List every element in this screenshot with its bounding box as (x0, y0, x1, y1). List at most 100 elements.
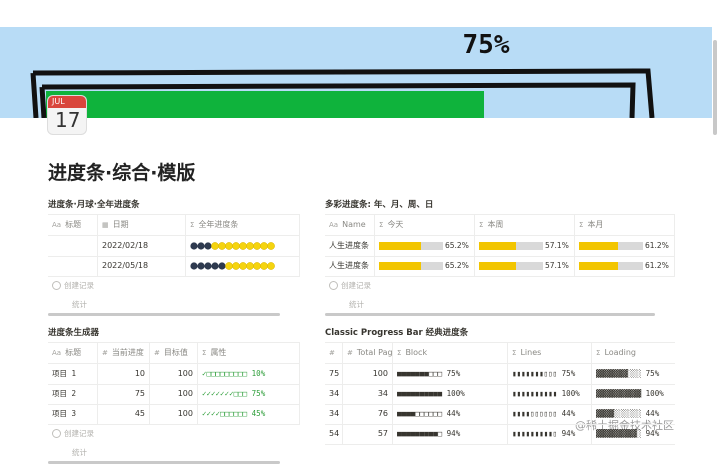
table-cell (186, 236, 300, 256)
table-cell: 项目 3 (48, 404, 98, 424)
cover-progress (46, 91, 484, 118)
table-cell: 10 (98, 364, 150, 384)
column-name: 标题 (65, 348, 82, 357)
table-cell: ■■■■■■■■■□ 94% (393, 424, 508, 444)
table-cell: 2022/02/18 (98, 236, 186, 256)
table-cell: 项目 2 (48, 384, 98, 404)
moon-dark (190, 242, 198, 250)
table-cell (48, 236, 98, 256)
create-record: 创建记录 (52, 428, 94, 439)
column-name: 当前进度 (111, 348, 144, 357)
row-line (48, 276, 300, 277)
moon-progress (190, 262, 275, 270)
row-line (325, 384, 675, 385)
moon-full (218, 242, 226, 250)
stats[interactable]: 统计 (72, 448, 87, 457)
table-cell: 57.1% (475, 256, 575, 276)
table: # # Total Pag Σ Block Σ Lines Σ Loading 75 100 ■■■■… (325, 342, 675, 472)
watermark: @稀土掘金技术社区 (575, 419, 674, 432)
table-cell: 人生进度条 (325, 236, 375, 256)
column-name: 标题 (65, 220, 82, 229)
table-cell: ▮▮▮▮▮▮▮▯▯▯ 75% (508, 364, 592, 384)
table: Aa 标题 # 当前进度 # 目标值 Σ 属性 项目 1 10 100 ✓□□□□□□□□□ 10% 项… (48, 342, 300, 472)
row-line (325, 256, 675, 257)
column-icon: # (154, 349, 160, 357)
moon-full (246, 262, 254, 270)
table-cell: ✓□□□□□□□□□ 10% (198, 364, 300, 384)
column-name: 本月 (587, 220, 604, 229)
column-name: Block (405, 348, 428, 357)
section-title: 进度条生成器 (48, 328, 100, 338)
row-line (325, 342, 675, 343)
column-name: 目标值 (163, 348, 188, 357)
progress-fill (479, 262, 516, 270)
progress-fill (479, 242, 516, 250)
scrollbar (713, 40, 717, 135)
row-line (325, 404, 675, 405)
row-line (325, 363, 675, 364)
table-cell: 45 (98, 404, 150, 424)
stats[interactable]: 统计 (72, 300, 87, 309)
progress-track (479, 262, 543, 270)
column-icon: # (329, 349, 335, 357)
row-line (325, 424, 675, 425)
column-header: Σ 今天 (375, 215, 475, 235)
column-name: 全年进度条 (198, 220, 239, 229)
column-name: 本周 (487, 220, 504, 229)
row-line (48, 235, 300, 236)
column-header: Σ 全年进度条 (186, 215, 300, 235)
table-cell: 54 (325, 424, 343, 444)
row-line (48, 342, 300, 343)
moon-full (246, 242, 254, 250)
plus-icon (52, 429, 61, 438)
column-name: Name (342, 220, 366, 229)
progress-label: 57.1% (545, 241, 569, 250)
moon-full (239, 242, 247, 250)
table-cell (186, 256, 300, 276)
h-scroll (48, 461, 280, 464)
moon-full (232, 262, 240, 270)
table-cell: ▮▮▮▮▯▯▯▯▯▯ 44% (508, 404, 592, 424)
moon-full (253, 242, 261, 250)
progress-label: 57.1% (545, 261, 569, 270)
section-title: 进度条·月球·全年进度条 (48, 200, 140, 210)
column-icon: ▦ (102, 221, 109, 229)
progress-label: 65.2% (445, 241, 469, 250)
create-text[interactable]: 创建记录 (64, 281, 94, 290)
table-cell (48, 256, 98, 276)
column-header: # (325, 343, 343, 363)
calendar-icon: JUL 17 (48, 96, 86, 134)
table-cell: ■■■■■■■□□□ 75% (393, 364, 508, 384)
moon-progress (190, 242, 275, 250)
table-cell: ✓✓✓✓□□□□□□ 45% (198, 404, 300, 424)
icon-month: JUL (48, 96, 86, 108)
table-cell: 57 (343, 424, 393, 444)
row-line (48, 363, 300, 364)
column-icon: Aa (52, 349, 62, 357)
create-text[interactable]: 创建记录 (64, 429, 94, 438)
column-header: Σ 属性 (198, 343, 300, 363)
create-text[interactable]: 创建记录 (341, 281, 371, 290)
progress-track (379, 242, 443, 250)
column-header: Σ Lines (508, 343, 592, 363)
column-header: # 当前进度 (98, 343, 150, 363)
column-name: 日期 (112, 220, 129, 229)
moon-full (267, 242, 275, 250)
column-icon: Σ (190, 221, 195, 229)
moon-full (232, 242, 240, 250)
row-line (48, 214, 300, 215)
column-header: # Total Pag (343, 343, 393, 363)
table-cell: 100 (150, 384, 198, 404)
table-cell: 100 (150, 404, 198, 424)
row-line (325, 214, 675, 215)
cover-frame (30, 68, 655, 118)
progress-label: 61.2% (645, 261, 669, 270)
table-cell: 75 (98, 384, 150, 404)
progress-fill (579, 262, 619, 270)
column-header: ▦ 日期 (98, 215, 186, 235)
column-icon: Σ (479, 221, 484, 229)
table-cell: ▓▓▓▓▓▓▓░░░ 75% (592, 364, 675, 384)
stats[interactable]: 统计 (349, 300, 364, 309)
column-header: Aa 标题 (48, 215, 98, 235)
row-line (48, 384, 300, 385)
